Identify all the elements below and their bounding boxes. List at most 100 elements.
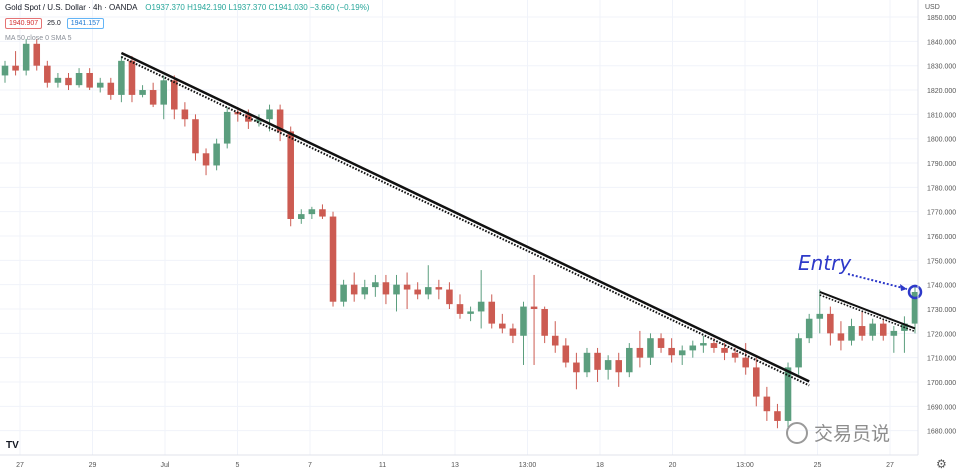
candle <box>530 274 538 365</box>
candle-body <box>562 345 570 363</box>
candle <box>213 138 220 171</box>
candle-body <box>86 72 93 88</box>
sell-button[interactable]: 1940.907 <box>5 18 43 29</box>
candle <box>678 345 686 365</box>
candle <box>467 306 474 322</box>
candle <box>668 338 675 363</box>
y-tick-label: 1850.000 <box>927 15 956 22</box>
candle <box>54 72 62 88</box>
candle <box>562 338 570 368</box>
candle <box>86 68 93 91</box>
candle <box>255 114 263 127</box>
candle <box>774 403 781 429</box>
candle <box>403 272 411 310</box>
candle-body <box>858 326 866 336</box>
candle-body <box>551 335 559 346</box>
candle-body <box>75 72 83 86</box>
candle-body <box>700 343 707 346</box>
candle-body <box>689 345 697 351</box>
candle <box>604 355 612 380</box>
candle-body <box>287 131 294 219</box>
candle-body <box>594 352 601 370</box>
currency-label: USD <box>925 4 940 11</box>
y-tick-label: 1710.000 <box>927 356 956 363</box>
candle <box>372 274 379 297</box>
candle-body <box>890 330 898 336</box>
trendline-main-dotted <box>120 56 810 387</box>
candle-body <box>12 65 19 71</box>
trendlines <box>120 51 923 387</box>
y-tick-label: 1700.000 <box>927 380 956 387</box>
candle-body <box>678 350 686 356</box>
candle-body <box>414 289 421 295</box>
candle <box>520 301 527 365</box>
y-tick-label: 1840.000 <box>927 39 956 46</box>
candle <box>276 104 284 142</box>
x-tick-label: Jul <box>161 462 170 469</box>
candles <box>1 38 919 429</box>
candle-body <box>33 43 41 66</box>
wechat-logo-icon <box>786 421 808 444</box>
candle-body <box>202 153 210 166</box>
candle <box>848 318 855 346</box>
candle <box>837 321 845 351</box>
entry-annotation: Entry <box>798 251 852 275</box>
candle-body <box>573 362 580 373</box>
candle <box>869 318 876 341</box>
candle-body <box>160 80 168 105</box>
grid <box>0 0 918 455</box>
x-tick-label: 18 <box>596 462 604 469</box>
candle-body <box>721 347 728 353</box>
candle <box>615 352 623 387</box>
x-tick-label: 29 <box>89 462 97 469</box>
candle <box>477 270 485 329</box>
candle-body <box>879 323 887 336</box>
candle <box>149 82 157 108</box>
candle <box>118 55 125 103</box>
y-tick-label: 1750.000 <box>927 258 956 265</box>
candle-body <box>54 77 62 83</box>
x-tick-label: 27 <box>886 462 894 469</box>
trendline-short <box>819 291 916 330</box>
candle <box>223 107 231 149</box>
candle-body <box>520 306 527 336</box>
x-tick-label: 13:00 <box>736 462 754 469</box>
candle-body <box>181 109 189 120</box>
buy-button[interactable]: 1941.157 <box>66 18 104 29</box>
candle <box>393 274 400 312</box>
x-tick-label: 11 <box>379 462 386 469</box>
candle <box>456 294 464 319</box>
candle-body <box>213 143 220 166</box>
candle-body <box>361 287 369 295</box>
candle-body <box>424 287 432 295</box>
candle-body <box>583 352 591 373</box>
entry-arrowhead <box>900 283 907 291</box>
x-tick-label: 13 <box>451 462 459 469</box>
candle <box>65 72 72 91</box>
entry-marker <box>907 284 923 300</box>
trade-panel: 1940.907 25.0 1941.157 <box>5 18 107 29</box>
candle-body <box>149 90 157 105</box>
y-tick-label: 1720.000 <box>927 331 956 338</box>
gear-icon[interactable]: ⚙ <box>936 457 947 471</box>
candle <box>382 274 390 305</box>
candle <box>414 282 421 300</box>
symbol-title[interactable]: Gold Spot / U.S. Dollar · 4h · OANDA <box>5 3 138 12</box>
candle-body <box>805 318 813 339</box>
trendline-main <box>120 51 810 383</box>
candle-body <box>171 80 178 110</box>
candle-body <box>827 313 834 334</box>
candle <box>340 279 347 307</box>
candle-body <box>848 326 855 341</box>
candle <box>901 316 908 353</box>
candle <box>805 313 813 344</box>
candle-body <box>192 119 199 154</box>
tradingview-logo-icon[interactable]: TV <box>6 440 19 451</box>
indicator-legend[interactable]: MA 50 close 0 SMA 5 <box>5 35 72 42</box>
y-tick-label: 1680.000 <box>927 429 956 436</box>
candle-body <box>731 352 739 358</box>
x-tick-label: 5 <box>236 462 240 469</box>
candle <box>319 204 326 219</box>
candle <box>202 148 210 176</box>
